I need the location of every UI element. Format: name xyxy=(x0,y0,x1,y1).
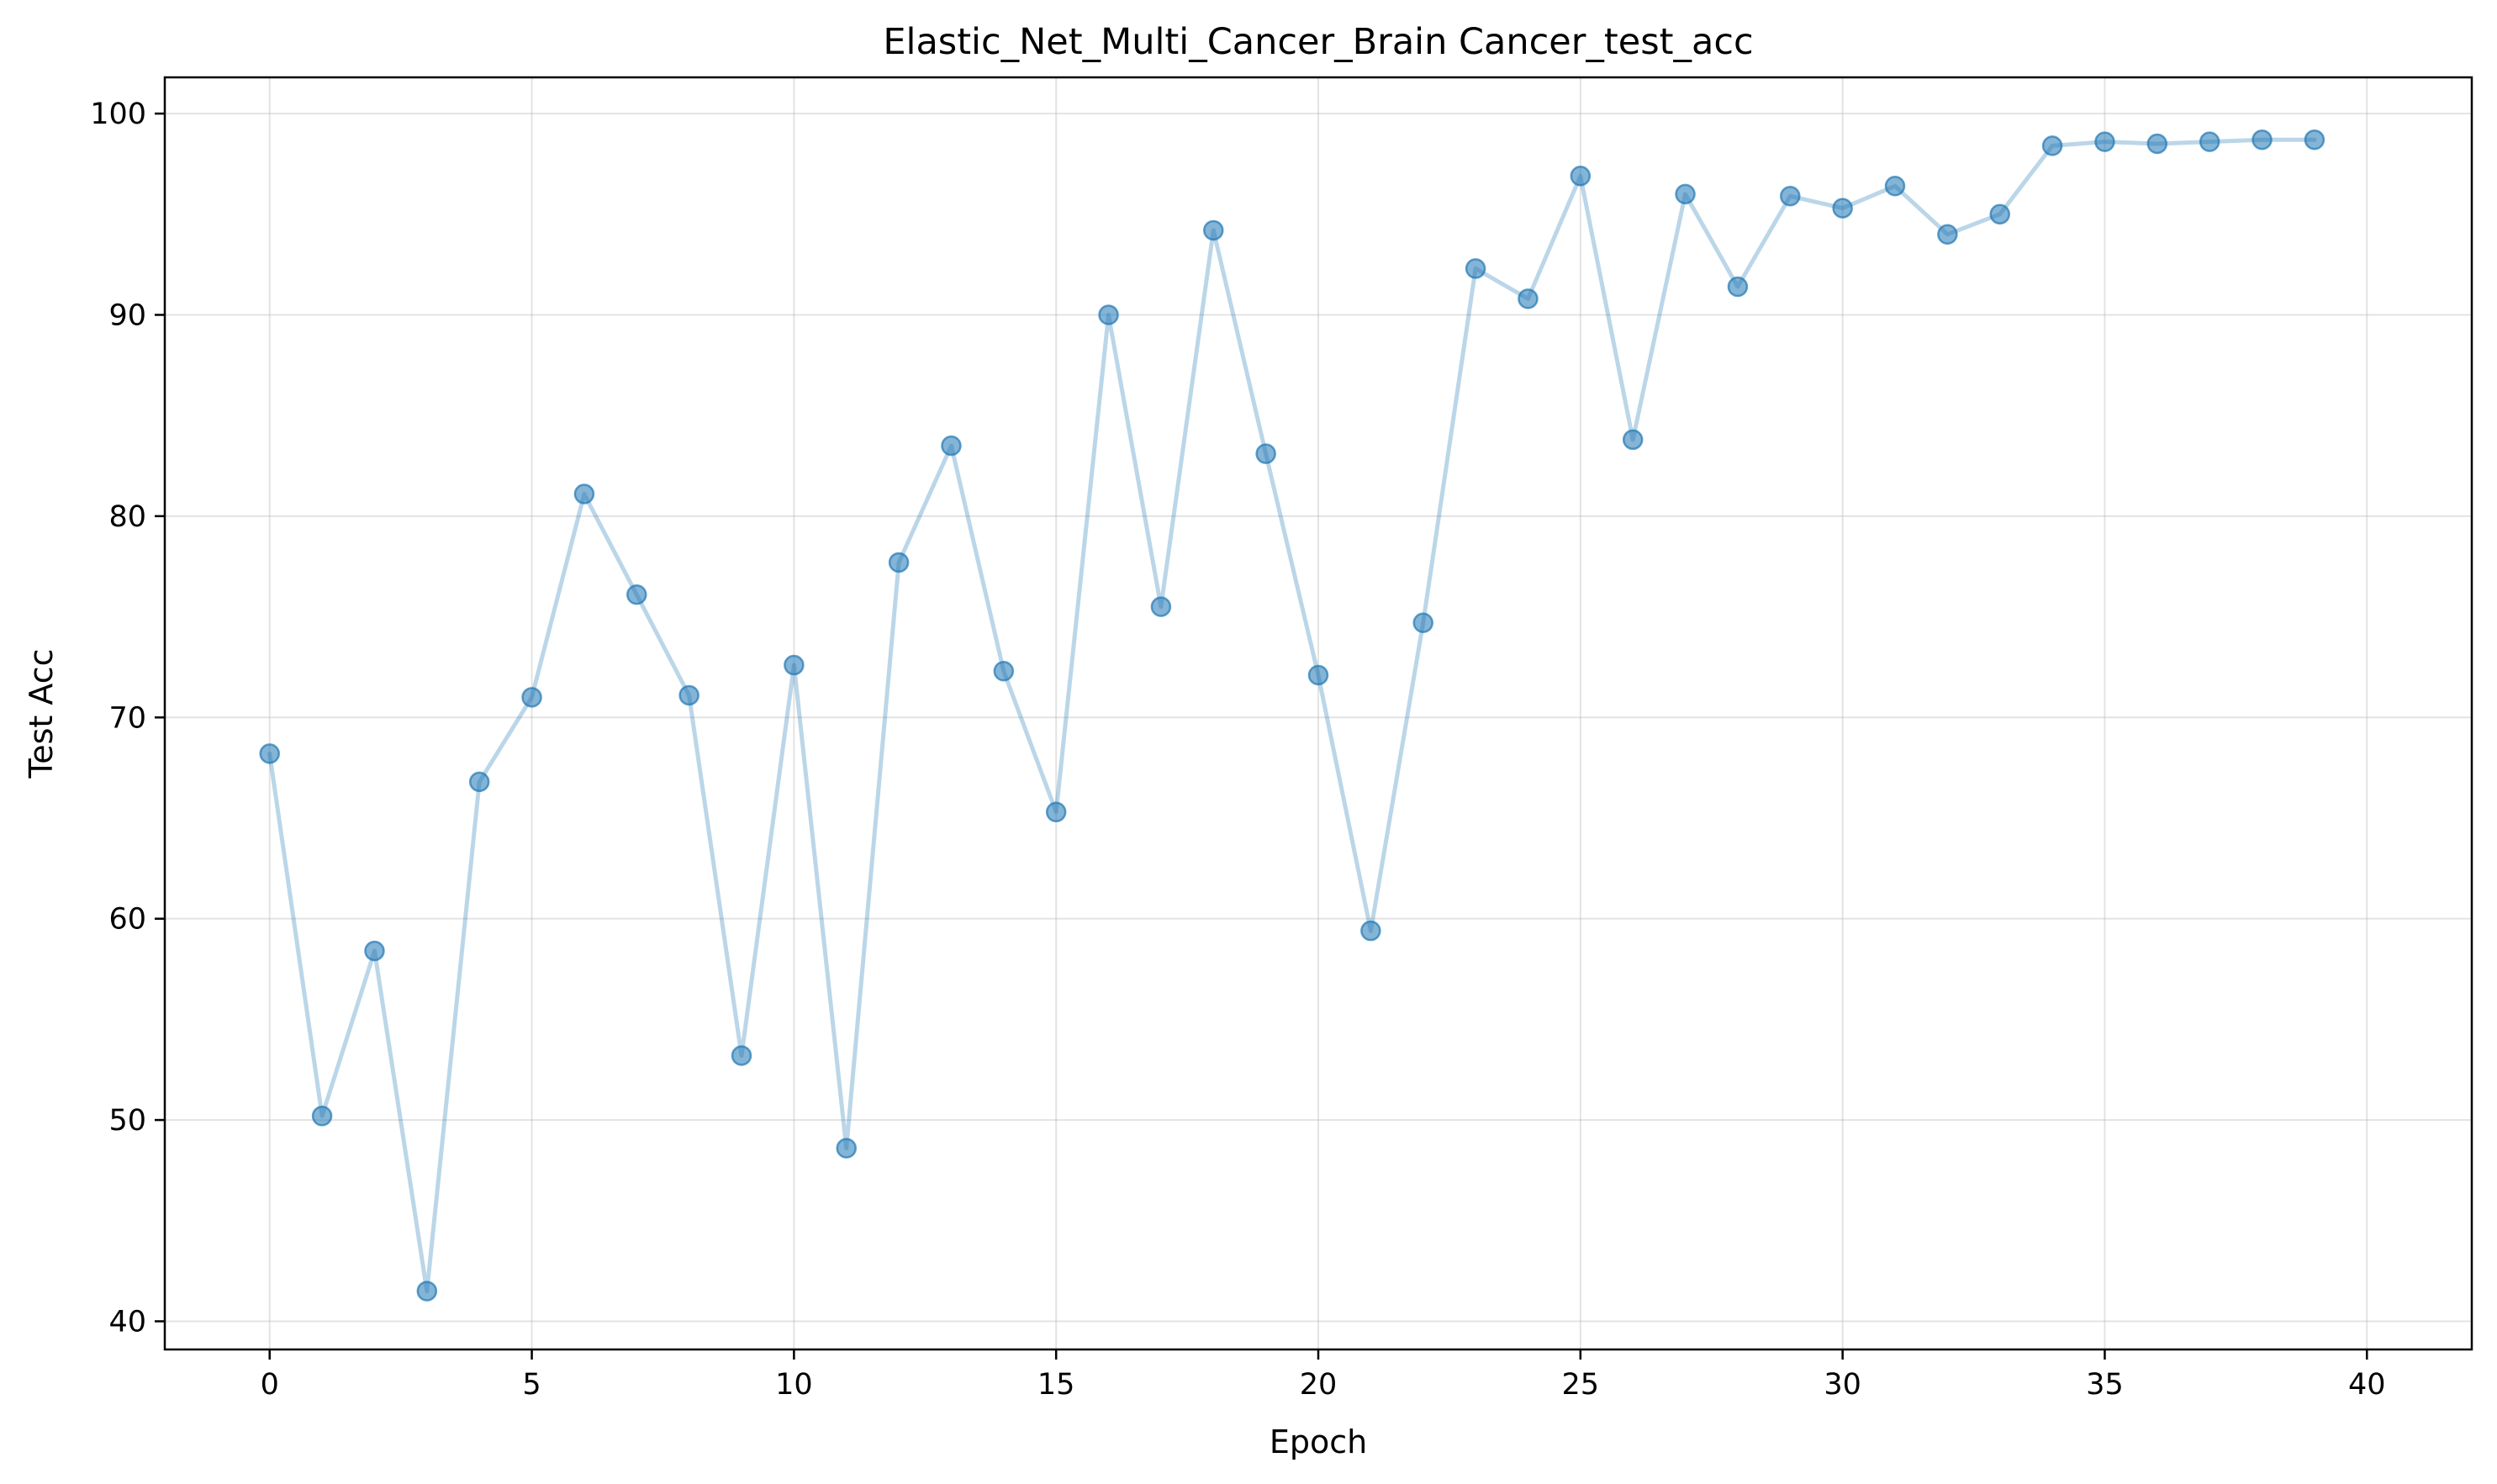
data-point xyxy=(1622,429,1644,451)
data-point xyxy=(993,660,1015,682)
data-point xyxy=(941,435,962,457)
data-point xyxy=(311,1106,333,1127)
data-point xyxy=(1518,288,1539,309)
data-point xyxy=(1884,176,1906,197)
x-axis-label: Epoch xyxy=(1270,1423,1367,1460)
data-point xyxy=(416,1281,438,1302)
data-point xyxy=(678,684,699,706)
y-axis-label: Test Acc xyxy=(23,648,60,779)
data-point xyxy=(2041,135,2063,156)
data-point xyxy=(2094,131,2115,152)
y-tick-label: 80 xyxy=(108,500,146,534)
series-line xyxy=(267,137,2317,1294)
data-point xyxy=(1098,304,1119,325)
y-tick-label: 90 xyxy=(108,298,146,332)
data-point xyxy=(2252,129,2273,151)
y-tick-label: 70 xyxy=(108,701,146,735)
data-point xyxy=(731,1045,752,1066)
data-point xyxy=(364,940,385,962)
x-tick-label: 5 xyxy=(522,1368,541,1402)
data-point xyxy=(1675,183,1696,205)
data-point xyxy=(1150,596,1172,617)
y-tick-label: 40 xyxy=(108,1305,146,1339)
data-point xyxy=(2146,133,2168,155)
chart-title: Elastic_Net_Multi_Cancer_Brain Cancer_te… xyxy=(883,21,1753,63)
axis-ticks: 0 5 10 15 20 25 30 35 40 40 50 60 70 80 90 100 xyxy=(90,98,2385,1402)
data-series xyxy=(259,129,2325,1302)
x-tick-label: 25 xyxy=(1562,1368,1600,1402)
data-point xyxy=(521,687,542,708)
data-point xyxy=(1989,203,2010,225)
x-tick-label: 0 xyxy=(261,1368,279,1402)
data-point xyxy=(1570,166,1592,187)
data-point xyxy=(2304,129,2325,151)
x-tick-label: 20 xyxy=(1300,1368,1338,1402)
data-point xyxy=(2199,131,2220,152)
data-point xyxy=(888,552,910,573)
data-point xyxy=(1307,664,1329,686)
x-tick-label: 40 xyxy=(2348,1368,2386,1402)
data-point xyxy=(259,743,280,764)
y-tick-label: 100 xyxy=(90,98,146,131)
y-tick-label: 60 xyxy=(108,903,146,937)
x-tick-label: 15 xyxy=(1037,1368,1075,1402)
data-point xyxy=(1203,219,1224,241)
y-tick-label: 50 xyxy=(108,1104,146,1138)
data-point xyxy=(784,654,805,676)
x-tick-label: 35 xyxy=(2086,1368,2124,1402)
grid xyxy=(165,77,2472,1349)
data-point xyxy=(1045,801,1067,823)
data-point xyxy=(1412,612,1433,634)
data-point xyxy=(836,1138,857,1159)
data-point xyxy=(1255,443,1276,464)
data-point xyxy=(626,584,647,605)
data-point xyxy=(1937,224,1958,245)
data-point xyxy=(1832,198,1853,219)
data-point xyxy=(1465,258,1486,279)
data-point xyxy=(1360,920,1381,942)
data-point xyxy=(1727,276,1749,298)
x-tick-label: 30 xyxy=(1824,1368,1861,1402)
x-tick-label: 10 xyxy=(775,1368,813,1402)
data-point xyxy=(1780,185,1801,207)
data-point xyxy=(573,483,595,504)
data-point xyxy=(468,771,490,793)
